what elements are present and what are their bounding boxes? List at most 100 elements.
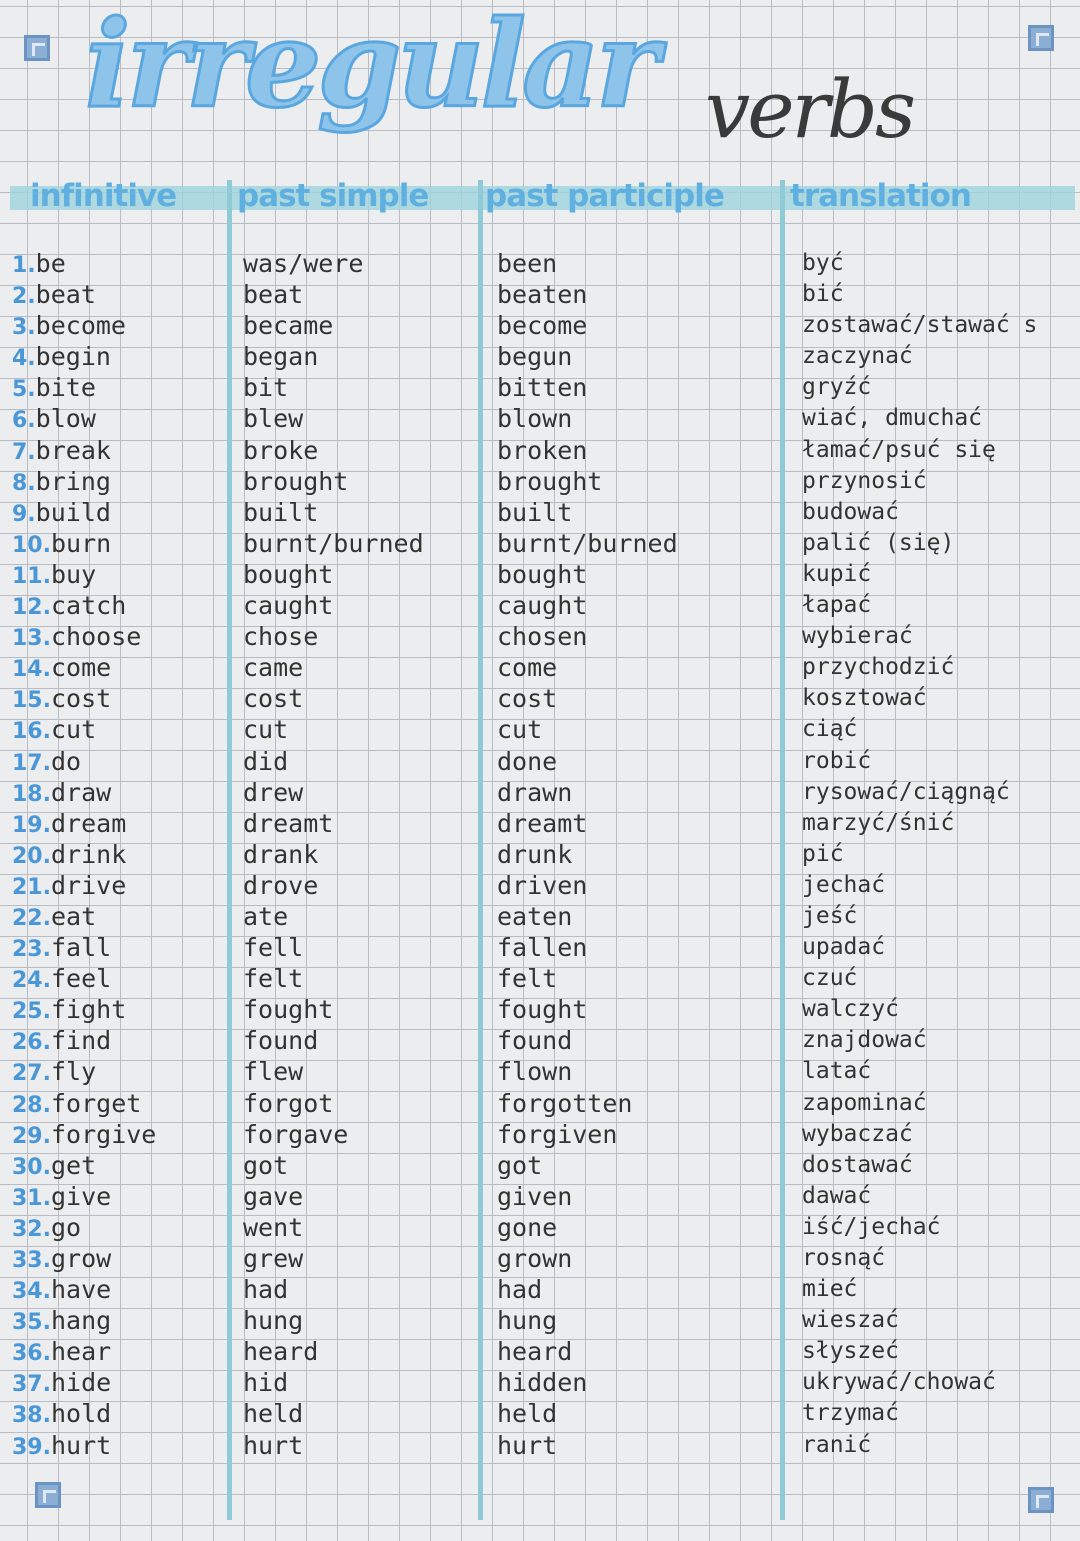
table-row-infinitive: 37.hide [12, 1367, 156, 1398]
translation: wybierać [802, 623, 913, 650]
past-participle: eaten [497, 901, 573, 931]
table-row-infinitive: 22.eat [12, 901, 156, 932]
translation: słyszeć [802, 1338, 899, 1365]
past-simple: felt [243, 964, 304, 994]
past-participle: brought [497, 466, 603, 496]
past-simple: drew [243, 777, 304, 807]
translation: pić [802, 840, 844, 867]
row-number: 15. [12, 688, 51, 714]
infinitive: buy [50, 559, 97, 589]
table-row-infinitive: 21.drive [12, 870, 156, 901]
row-number: 5. [12, 377, 36, 403]
row-number: 32. [12, 1216, 51, 1242]
infinitive: fight [50, 995, 127, 1025]
translation: rosnąć [802, 1245, 886, 1271]
translation: robić [802, 747, 872, 774]
past-simple: hung [243, 1306, 304, 1336]
past-participle: hung [497, 1306, 558, 1336]
table-row-infinitive: 1.be [12, 248, 156, 279]
row-number: 13. [12, 626, 51, 652]
row-number: 11. [12, 563, 51, 589]
translation: trzymać [802, 1400, 899, 1427]
past-participle: felt [497, 964, 558, 994]
corner-decoration-top-right [1028, 25, 1054, 51]
infinitive: hide [50, 1368, 112, 1398]
past-participle: heard [497, 1337, 573, 1367]
past-participle: beaten [497, 280, 588, 310]
past-simple: bit [243, 373, 289, 403]
translation: zaczynać [802, 343, 913, 370]
table-row-infinitive: 39.hurt [12, 1430, 156, 1461]
translation: walczyć [802, 996, 899, 1023]
translation: wiać, dmuchać [802, 405, 983, 432]
infinitive: come [50, 653, 112, 683]
past-participle: drunk [497, 839, 573, 869]
translation: łapać [802, 592, 872, 619]
past-participle: gone [497, 1212, 558, 1242]
past-simple: chose [243, 622, 319, 652]
infinitive: bring [35, 466, 111, 496]
past-participle: become [497, 311, 588, 341]
past-participle: begun [497, 342, 573, 372]
row-number: 4. [12, 346, 36, 372]
row-number: 35. [12, 1310, 51, 1336]
translation: łamać/psuć się [802, 436, 996, 463]
translation: znajdować [802, 1027, 927, 1054]
past-participle: fought [497, 995, 588, 1025]
past-simple: found [243, 1026, 319, 1056]
infinitive-column: 1.be 2.beat 3.become 4.begin 5.bite 6.blow 7.b… [12, 248, 156, 1461]
infinitive: be [35, 249, 66, 278]
past-participle: blown [497, 404, 573, 434]
corner-decoration-bottom-right [1028, 1487, 1054, 1513]
past-participle: forgotten [497, 1088, 633, 1118]
translation: bić [802, 281, 844, 308]
infinitive: forget [50, 1088, 142, 1118]
row-number: 24. [12, 968, 51, 994]
past-simple: brought [243, 466, 349, 496]
infinitive: break [35, 435, 111, 465]
past-simple: got [243, 1150, 289, 1180]
past-simple: heard [243, 1337, 319, 1367]
infinitive: burn [50, 528, 112, 558]
table-row-infinitive: 9.build [12, 497, 156, 528]
infinitive: cost [50, 684, 112, 714]
past-simple: hurt [243, 1430, 304, 1460]
past-participle: cut [497, 715, 543, 745]
row-number: 1. [12, 253, 36, 278]
translation: rysować/ciągnąć [802, 778, 1010, 805]
past-participle: bitten [497, 373, 588, 403]
infinitive: fly [50, 1057, 97, 1087]
past-participle: held [497, 1399, 558, 1429]
past-simple: did [243, 746, 289, 776]
translation: mieć [802, 1276, 858, 1303]
past-simple: grew [243, 1244, 304, 1273]
translation: dostawać [802, 1151, 913, 1178]
infinitive: drive [50, 870, 127, 900]
infinitive: fall [50, 933, 112, 963]
row-number: 34. [12, 1279, 51, 1305]
past-simple: drove [243, 870, 319, 900]
past-simple: broke [243, 435, 319, 465]
past-simple: built [243, 497, 319, 527]
table-row-infinitive: 14.come [12, 652, 156, 683]
table-row-infinitive: 26.find [12, 1025, 156, 1056]
row-number: 2. [12, 284, 36, 310]
table-row-infinitive: 3.become [12, 310, 156, 341]
infinitive: hear [50, 1337, 112, 1367]
translation: latać [802, 1058, 872, 1085]
row-number: 10. [12, 532, 51, 558]
infinitive: drink [50, 839, 127, 869]
infinitive: beat [35, 280, 96, 310]
header-infinitive: infinitive [30, 178, 177, 214]
past-participle: been [497, 249, 558, 278]
past-participle: broken [497, 435, 588, 465]
infinitive: begin [35, 342, 111, 372]
past-simple: burnt/burned [243, 528, 424, 558]
past-participle: had [497, 1275, 543, 1305]
past-simple: was/were [243, 249, 364, 278]
past-simple: went [243, 1212, 304, 1242]
translation: ciąć [802, 716, 858, 743]
translation: ranić [802, 1431, 872, 1458]
row-number: 37. [12, 1372, 51, 1398]
table-row-infinitive: 12.catch [12, 590, 156, 621]
